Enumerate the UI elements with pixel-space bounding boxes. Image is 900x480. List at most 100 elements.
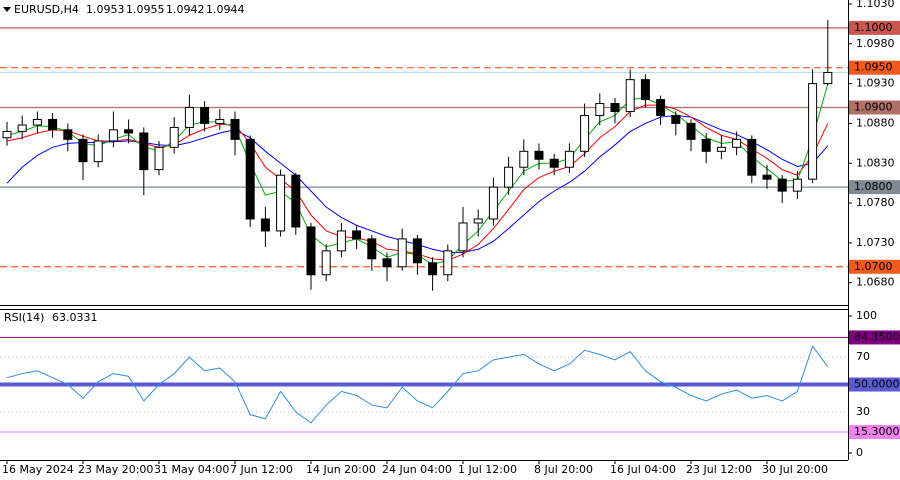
- quote-high: 1.0955: [126, 3, 165, 16]
- candle-body: [139, 132, 149, 171]
- rsi-tick-label: 100: [856, 309, 877, 322]
- candle-body: [184, 107, 194, 128]
- time-tick-label: 16 May 2024: [2, 463, 74, 476]
- price-tick-label: 1.0980: [856, 37, 895, 50]
- candle-body: [2, 130, 12, 139]
- candle-body: [519, 150, 529, 168]
- candle-body: [63, 129, 73, 140]
- candle-body: [610, 103, 620, 112]
- time-tick-label: 30 Jul 20:00: [762, 463, 828, 476]
- candle-body: [534, 150, 544, 160]
- level-label-box: [849, 60, 900, 75]
- time-tick-label: 7 Jun 12:00: [230, 463, 293, 476]
- candle-body: [245, 138, 255, 220]
- candle-body: [215, 118, 225, 124]
- candle-body: [17, 124, 27, 132]
- candle-body: [777, 178, 787, 192]
- indicator-value: 63.0331: [52, 311, 98, 324]
- candle-body: [124, 129, 134, 134]
- price-tick-label: 1.0780: [856, 196, 895, 209]
- rsi-tick-label: 70: [856, 350, 870, 363]
- candle-body: [656, 99, 666, 116]
- candle-body: [428, 262, 438, 276]
- candle-body: [48, 118, 58, 131]
- rsi-level-box: [849, 425, 900, 440]
- level-label: 1.0800: [854, 180, 893, 193]
- price-tick-label: 1.0930: [856, 77, 895, 90]
- candle-body: [108, 129, 118, 142]
- rsi-tick-label: 30: [856, 405, 870, 418]
- rsi-tick-label: 0: [856, 446, 863, 459]
- candle-body: [291, 174, 301, 228]
- time-tick-label: 24 Jun 04:00: [382, 463, 452, 476]
- candle-body: [260, 218, 270, 232]
- candle-body: [823, 71, 833, 85]
- candle-body: [595, 103, 605, 116]
- candle-body: [701, 138, 711, 152]
- price-tick-label: 1.0880: [856, 116, 895, 129]
- rsi-level-label: 50.0000: [854, 378, 900, 391]
- candle-body: [336, 230, 346, 252]
- level-label: 1.0700: [854, 260, 893, 273]
- level-label-box: [849, 259, 900, 274]
- candle-body: [564, 150, 574, 168]
- candle-body: [792, 178, 802, 192]
- indicator-title: RSI(14): [4, 311, 44, 324]
- candle-body: [671, 114, 681, 124]
- candle-body: [367, 238, 377, 260]
- price-tick-label: 1.1030: [856, 0, 895, 10]
- candle-body: [78, 138, 88, 163]
- rsi-level-box: [849, 377, 900, 392]
- menu-icon[interactable]: [3, 7, 11, 12]
- candle-body: [32, 118, 42, 126]
- price-tick-label: 1.0730: [856, 236, 895, 249]
- candle-body: [640, 79, 650, 101]
- rsi-level-label: 15.3000: [854, 425, 900, 438]
- candle-body: [716, 146, 726, 152]
- quote-open: 1.0953: [86, 3, 125, 16]
- candle-body: [504, 166, 514, 188]
- candle-body: [230, 118, 240, 140]
- level-label-box: [849, 180, 900, 195]
- rsi-line: [6, 345, 829, 424]
- candle-body: [686, 122, 696, 140]
- candle-body: [443, 250, 453, 276]
- quote-low: 1.0942: [166, 3, 205, 16]
- time-tick-label: 14 Jun 20:00: [306, 463, 376, 476]
- candle-body: [549, 158, 559, 168]
- candle-body: [747, 138, 757, 176]
- level-label-box: [849, 20, 900, 35]
- level-label: 1.1000: [854, 21, 893, 34]
- time-tick-label: 16 Jul 04:00: [610, 463, 676, 476]
- candle-body: [732, 138, 742, 148]
- rsi-level-box: [849, 330, 900, 345]
- rsi-level-label: 84.3500: [854, 330, 900, 343]
- candle-body: [458, 222, 468, 252]
- candle-body: [382, 258, 392, 268]
- candle-body: [580, 114, 590, 152]
- price-tick-label: 1.0680: [856, 276, 895, 289]
- candle-body: [306, 226, 316, 276]
- level-label: 1.0900: [854, 101, 893, 114]
- time-tick-label: 1 Jul 12:00: [458, 463, 517, 476]
- level-label: 1.0950: [854, 61, 893, 74]
- symbol: EURUSD,H4: [14, 3, 79, 16]
- candle-body: [276, 174, 286, 232]
- candle-body: [808, 83, 818, 180]
- time-tick-label: 23 May 20:00: [78, 463, 153, 476]
- candle-body: [488, 186, 498, 220]
- candle-body: [93, 140, 103, 163]
- time-tick-label: 31 May 04:00: [154, 463, 229, 476]
- candle-body: [762, 174, 772, 180]
- candle-body: [352, 230, 362, 240]
- quote-close: 1.0944: [206, 3, 245, 16]
- level-label-box: [849, 100, 900, 115]
- candle-body: [473, 218, 483, 224]
- candle-body: [200, 107, 210, 124]
- candle-body: [412, 238, 422, 264]
- candle-body: [625, 79, 635, 112]
- time-tick-label: 23 Jul 12:00: [686, 463, 752, 476]
- candle-body: [397, 238, 407, 268]
